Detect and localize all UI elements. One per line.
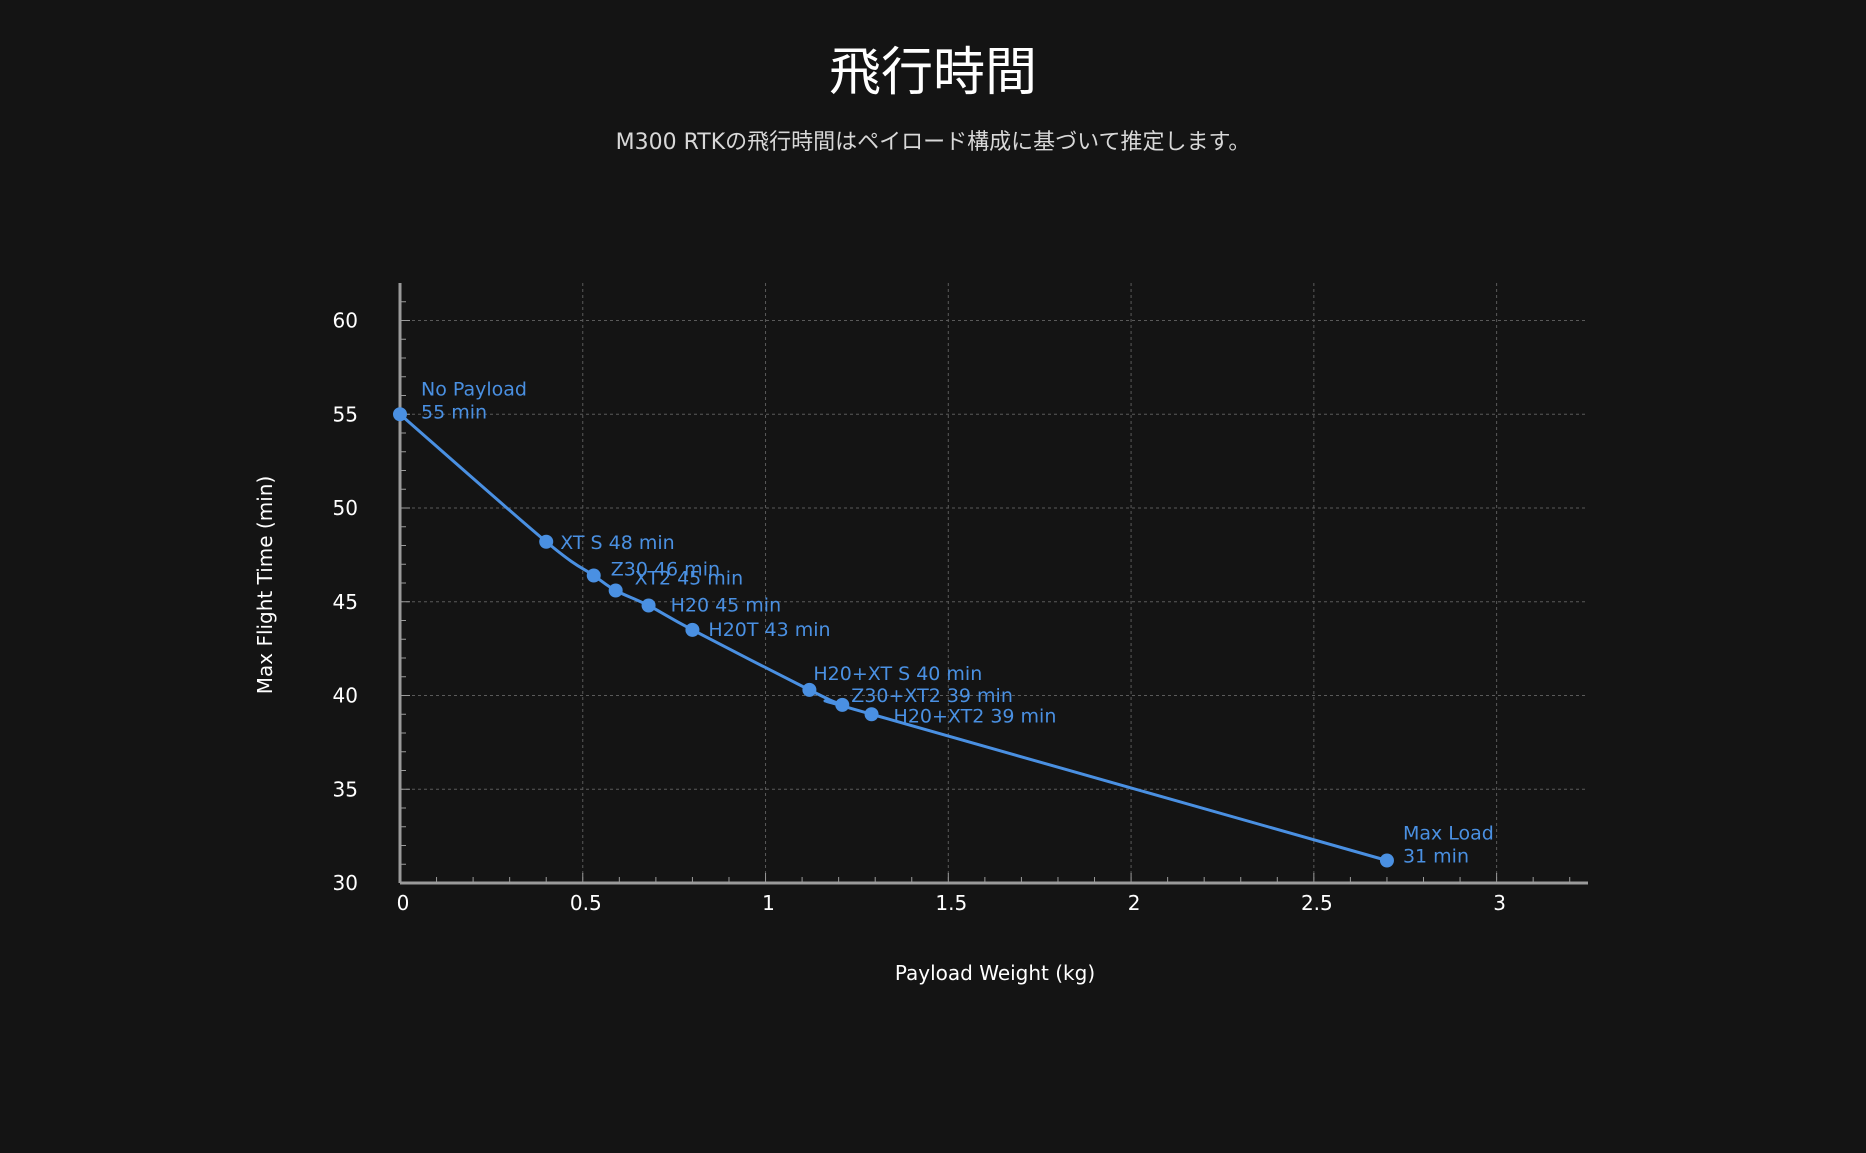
point-label-value: 55 min	[421, 401, 487, 423]
data-point	[608, 583, 623, 598]
data-point	[802, 682, 817, 697]
point-label: H20+XT S 40 min	[813, 663, 982, 685]
grid-lines	[400, 283, 1588, 883]
point-label: XT2 45 min	[635, 568, 743, 590]
data-point	[539, 534, 554, 549]
page-title: 飛行時間	[828, 43, 1037, 103]
point-label: No Payload	[421, 378, 527, 400]
y-tick-label: 50	[333, 496, 358, 520]
point-label: H20+XT2 39 min	[894, 705, 1057, 727]
x-tick-label: 2	[1128, 891, 1141, 915]
x-tick-label: 1	[762, 891, 775, 915]
y-tick-label: 60	[333, 309, 358, 333]
data-point	[1379, 853, 1394, 868]
y-tick-label: 40	[333, 684, 358, 708]
point-label: Z30+XT2 39 min	[851, 685, 1013, 707]
axes	[398, 283, 1588, 885]
y-tick-label: 30	[333, 871, 358, 895]
x-tick-label: 3	[1493, 891, 1506, 915]
x-tick-label: 0.5	[570, 891, 602, 915]
data-points	[393, 407, 1394, 868]
x-axis-title: Payload Weight (kg)	[895, 961, 1095, 985]
data-point	[586, 568, 601, 583]
point-label: Z30 46 min	[611, 559, 720, 581]
series-line	[399, 413, 1388, 862]
point-label-value: 31 min	[1403, 846, 1469, 868]
data-point	[835, 697, 850, 712]
x-tick-label: 1.5	[935, 891, 967, 915]
y-axis-title: Max Flight Time (min)	[253, 476, 277, 695]
point-label: XT S 48 min	[560, 532, 674, 554]
data-point	[864, 707, 879, 722]
point-label: Max Load	[1403, 823, 1494, 845]
y-tick-label: 35	[333, 777, 358, 801]
x-tick-label: 2.5	[1301, 891, 1333, 915]
point-label: H20T 43 min	[708, 619, 830, 641]
data-point	[393, 407, 407, 422]
page-subtitle: M300 RTKの飛行時間はペイロード構成に基づいて推定します。	[615, 130, 1251, 155]
point-label: H20 45 min	[671, 595, 782, 617]
data-point	[641, 598, 656, 613]
data-point	[685, 622, 700, 637]
y-tick-label: 45	[333, 590, 358, 614]
y-tick-label: 55	[333, 402, 358, 426]
x-tick-label: 0	[397, 891, 410, 915]
tick-labels: 0 0.5 1 1.5 2 2.5 3 30 35 40 45 50 55 60	[333, 309, 1506, 916]
